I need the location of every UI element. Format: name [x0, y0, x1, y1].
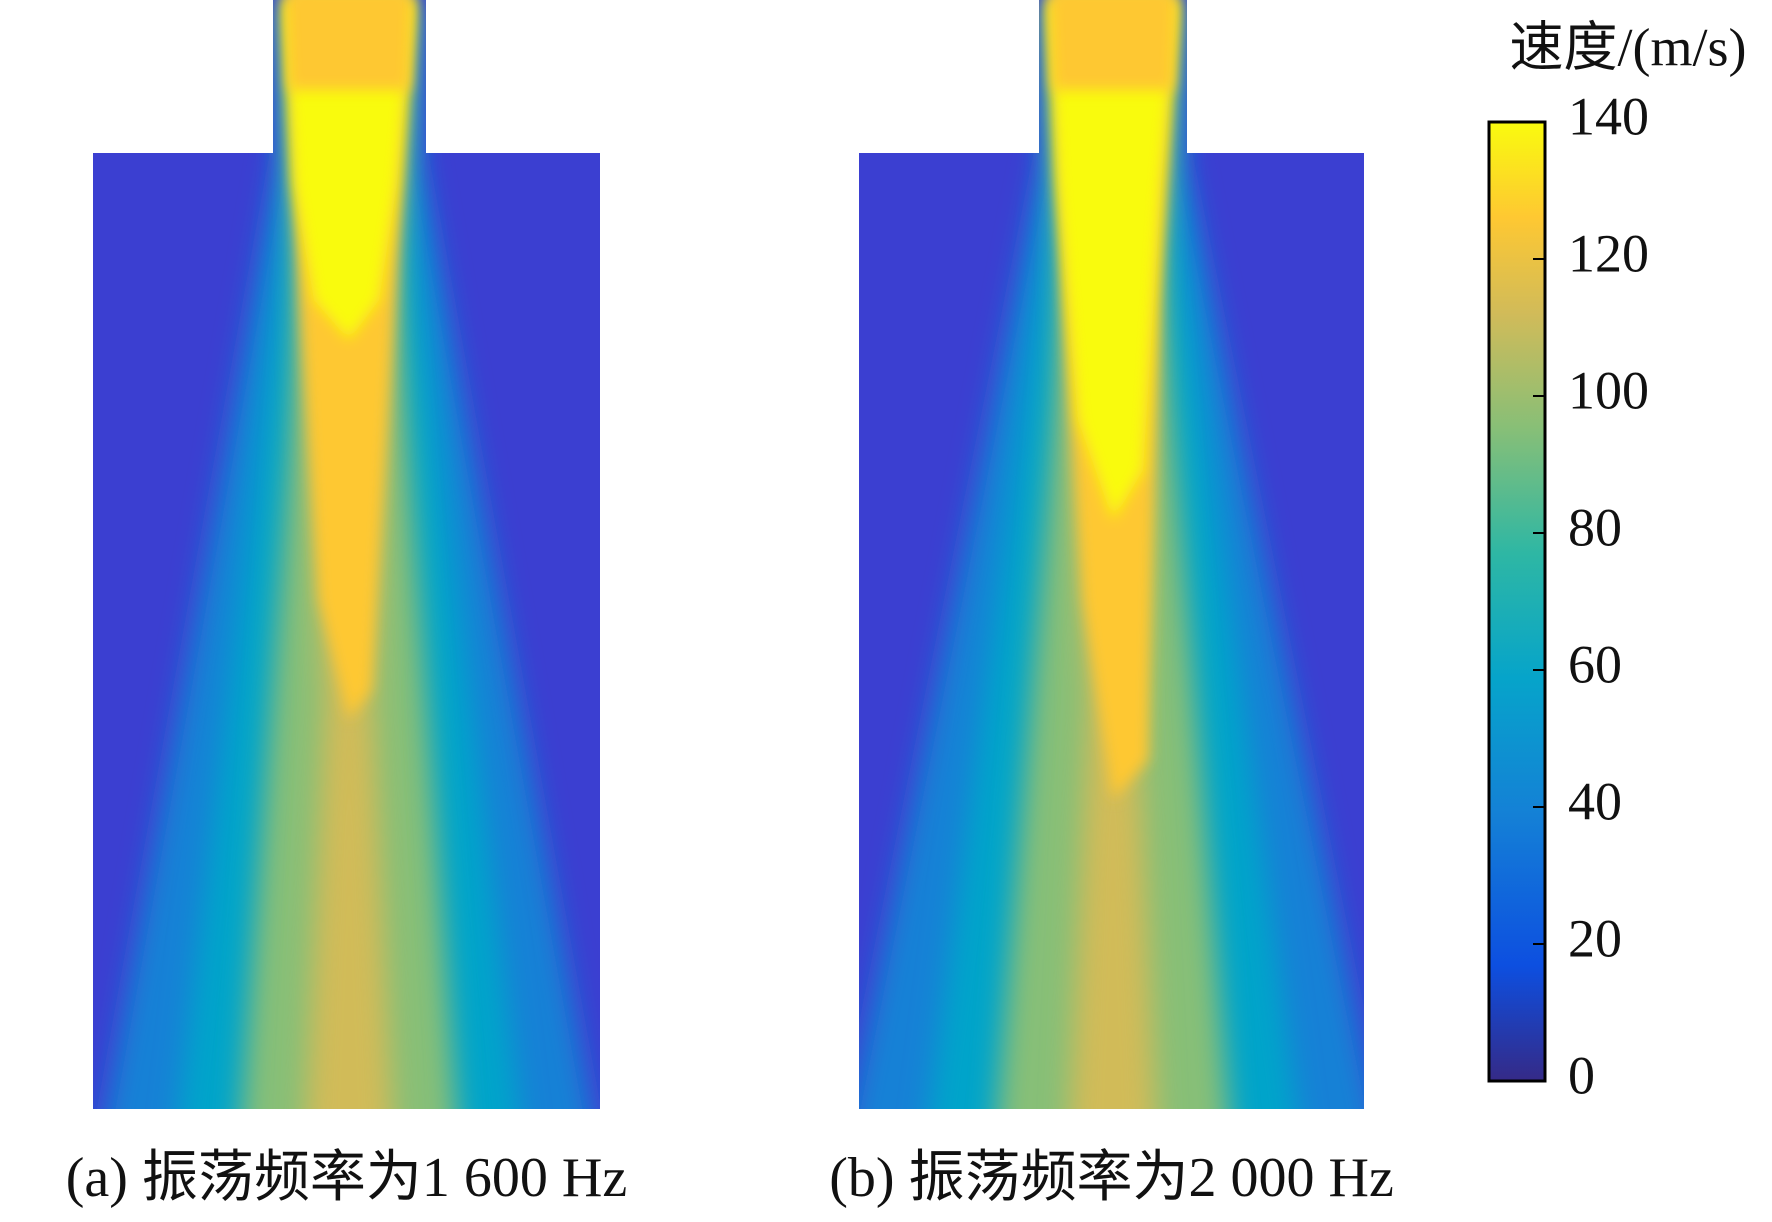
colorbar-tick-label: 140: [1568, 86, 1649, 146]
panel-caption: (b) 振荡频率为2 000 Hz: [829, 1147, 1394, 1209]
nozzle-flow: [285, 0, 413, 90]
colorbar-tick-label: 100: [1568, 360, 1649, 420]
velocity-field: [93, 0, 600, 1109]
colorbar: [1487, 120, 1547, 1083]
colorbar-tick-label: 0: [1568, 1045, 1595, 1105]
colorbar-tick-label: 20: [1568, 908, 1622, 968]
colorbar-tick-label: 40: [1568, 771, 1622, 831]
colorbar-label: 速度/(m/s): [1510, 17, 1747, 77]
panel-caption: (a) 振荡频率为1 600 Hz: [66, 1147, 627, 1209]
colorbar-tick-label: 80: [1568, 497, 1622, 557]
colorbar-tick-label: 120: [1568, 223, 1649, 283]
plume-yellow: [1049, 0, 1177, 520]
velocity-field: [859, 0, 1364, 1109]
nozzle-flow: [1049, 0, 1177, 90]
colorbar-tick-label: 60: [1568, 634, 1622, 694]
